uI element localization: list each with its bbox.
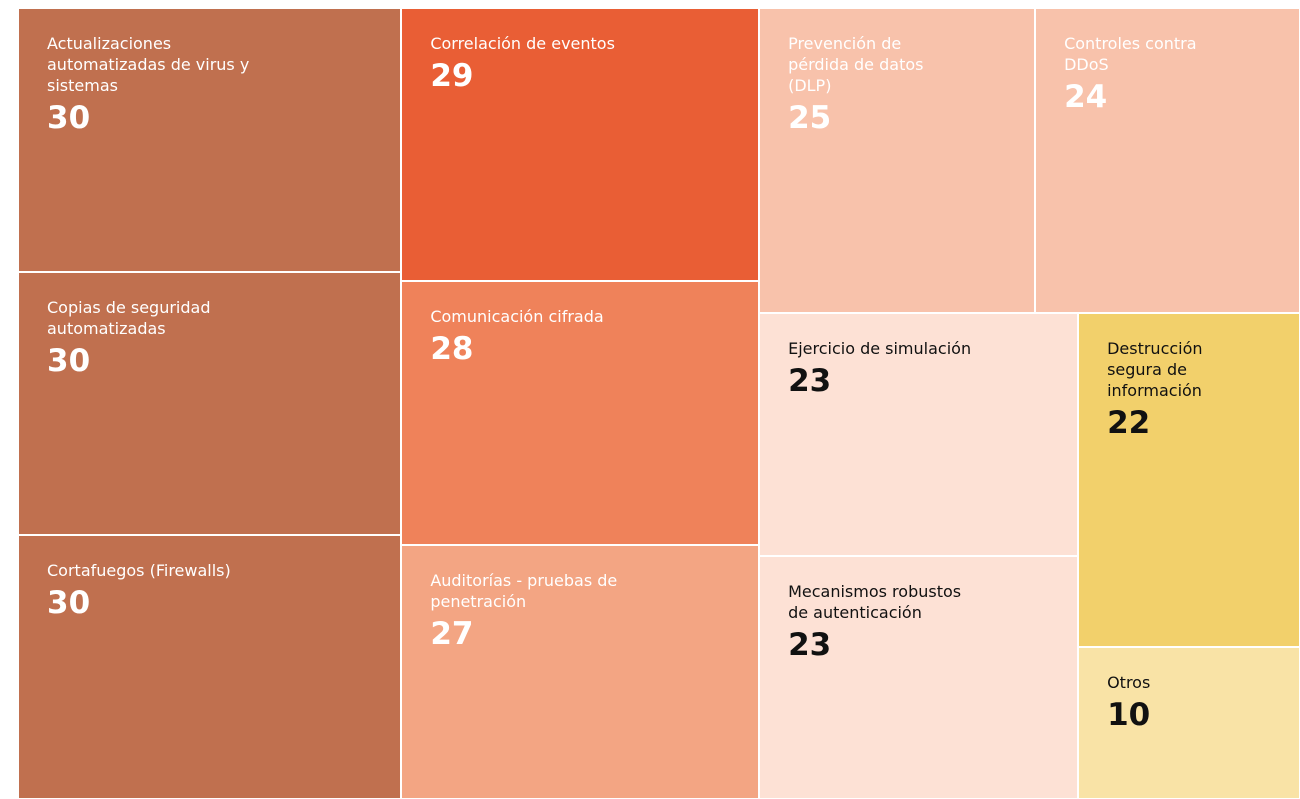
treemap-cell: Correlación de eventos 29: [401, 8, 760, 282]
cell-label: Prevención de pérdida de datos (DLP) 25: [788, 33, 959, 136]
category-name: Cortafuegos (Firewalls): [47, 561, 231, 581]
treemap-cell: Destrucción segura de información 22: [1078, 313, 1300, 648]
category-name: Prevención de pérdida de datos (DLP): [788, 34, 924, 95]
value-label: 25: [788, 100, 832, 136]
value-label: 24: [1064, 79, 1108, 115]
cell-label: Comunicación cifrada 28: [430, 306, 652, 367]
category-name: Mecanismos robustos de autenticación: [788, 582, 962, 623]
value-label: 27: [430, 615, 474, 652]
cell-label: Cortafuegos (Firewalls) 30: [47, 560, 277, 621]
treemap-cell: Ejercicio de simulación 23: [759, 313, 1079, 557]
treemap-cell: Actualizaciones automatizadas de virus y…: [18, 8, 402, 272]
treemap-cell: Copias de seguridad automatizadas 30: [18, 271, 402, 536]
category-name: Correlación de eventos: [430, 34, 615, 53]
category-name: Otros: [1107, 673, 1151, 693]
value-label: 23: [788, 627, 832, 664]
cell-label: Ejercicio de simulación 23: [788, 338, 986, 399]
category-name: Destrucción segura de información: [1107, 339, 1203, 401]
value-label: 28: [430, 331, 474, 368]
category-name: Actualizaciones automatizadas de virus y…: [47, 34, 250, 95]
category-name: Copias de seguridad automatizadas: [47, 297, 211, 338]
value-label: 30: [47, 585, 91, 622]
cell-label: Mecanismos robustos de autenticación 23: [788, 581, 986, 663]
cell-label: Otros 10: [1107, 672, 1245, 733]
category-name: Auditorías - pruebas de penetración: [430, 570, 618, 611]
treemap-cell: Controles contra DDoS 24: [1035, 8, 1300, 314]
category-name: Controles contra DDoS: [1064, 34, 1197, 74]
value-label: 22: [1107, 405, 1151, 442]
treemap-cell: Prevención de pérdida de datos (DLP) 25: [759, 8, 1036, 314]
category-name: Comunicación cifrada: [430, 307, 604, 327]
treemap-cell: Auditorías - pruebas de penetración 27: [401, 544, 760, 799]
treemap-cell: Comunicación cifrada 28: [401, 281, 760, 545]
cell-label: Controles contra DDoS 24: [1064, 33, 1228, 115]
category-name: Ejercicio de simulación: [788, 339, 972, 359]
cell-label: Auditorías - pruebas de penetración 27: [430, 570, 652, 652]
cell-label: Correlación de eventos 29: [430, 33, 652, 94]
value-label: 30: [47, 100, 91, 136]
value-label: 23: [788, 363, 832, 400]
value-label: 30: [47, 342, 91, 379]
treemap-cell: Cortafuegos (Firewalls) 30: [18, 535, 402, 799]
value-label: 29: [430, 58, 474, 94]
cell-label: Actualizaciones automatizadas de virus y…: [47, 33, 277, 136]
value-label: 10: [1107, 697, 1151, 734]
cell-label: Copias de seguridad automatizadas 30: [47, 297, 277, 379]
treemap-cell: Mecanismos robustos de autenticación 23: [759, 556, 1079, 799]
treemap-cell: Otros 10: [1078, 647, 1300, 799]
cell-label: Destrucción segura de información 22: [1107, 338, 1245, 441]
